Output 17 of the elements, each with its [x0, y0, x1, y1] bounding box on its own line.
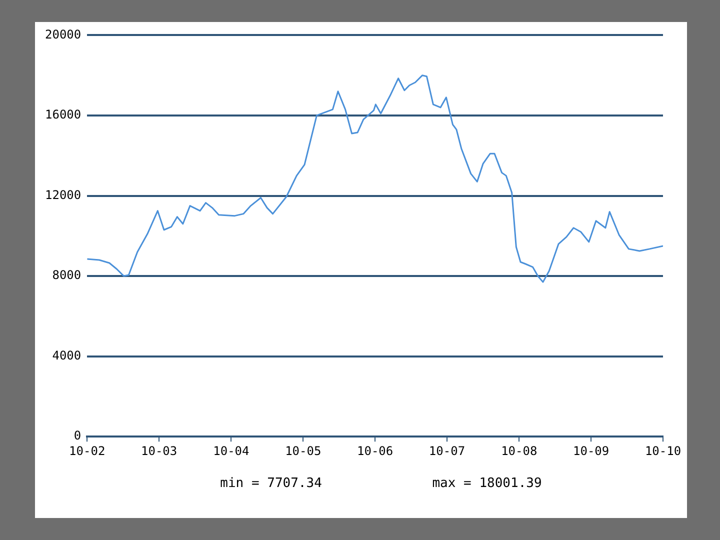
x-tick-label: 10-07 [428, 444, 466, 458]
text: max = 18001.39 [432, 476, 542, 491]
x-tick-label: 10-06 [357, 444, 394, 458]
y-tick-label: 8000 [52, 268, 82, 282]
x-tick-label: 10-08 [501, 444, 538, 458]
text: min = 7707.34 [220, 476, 322, 491]
y-tick-label: 0 [74, 428, 82, 443]
x-tick-label: 10-04 [213, 444, 250, 458]
y-tick-label: 16000 [45, 108, 82, 122]
x-tick-label: 10-03 [140, 444, 178, 458]
x-tick-label: 10-05 [285, 444, 322, 458]
y-tick-label: 4000 [52, 348, 82, 362]
y-tick-label: 12000 [45, 188, 82, 202]
x-tick-label: 10-09 [573, 444, 610, 458]
x-tick-label: 10-02 [69, 444, 106, 458]
y-tick-label: 20000 [45, 27, 82, 42]
x-tick-label: 10-10 [644, 444, 682, 458]
